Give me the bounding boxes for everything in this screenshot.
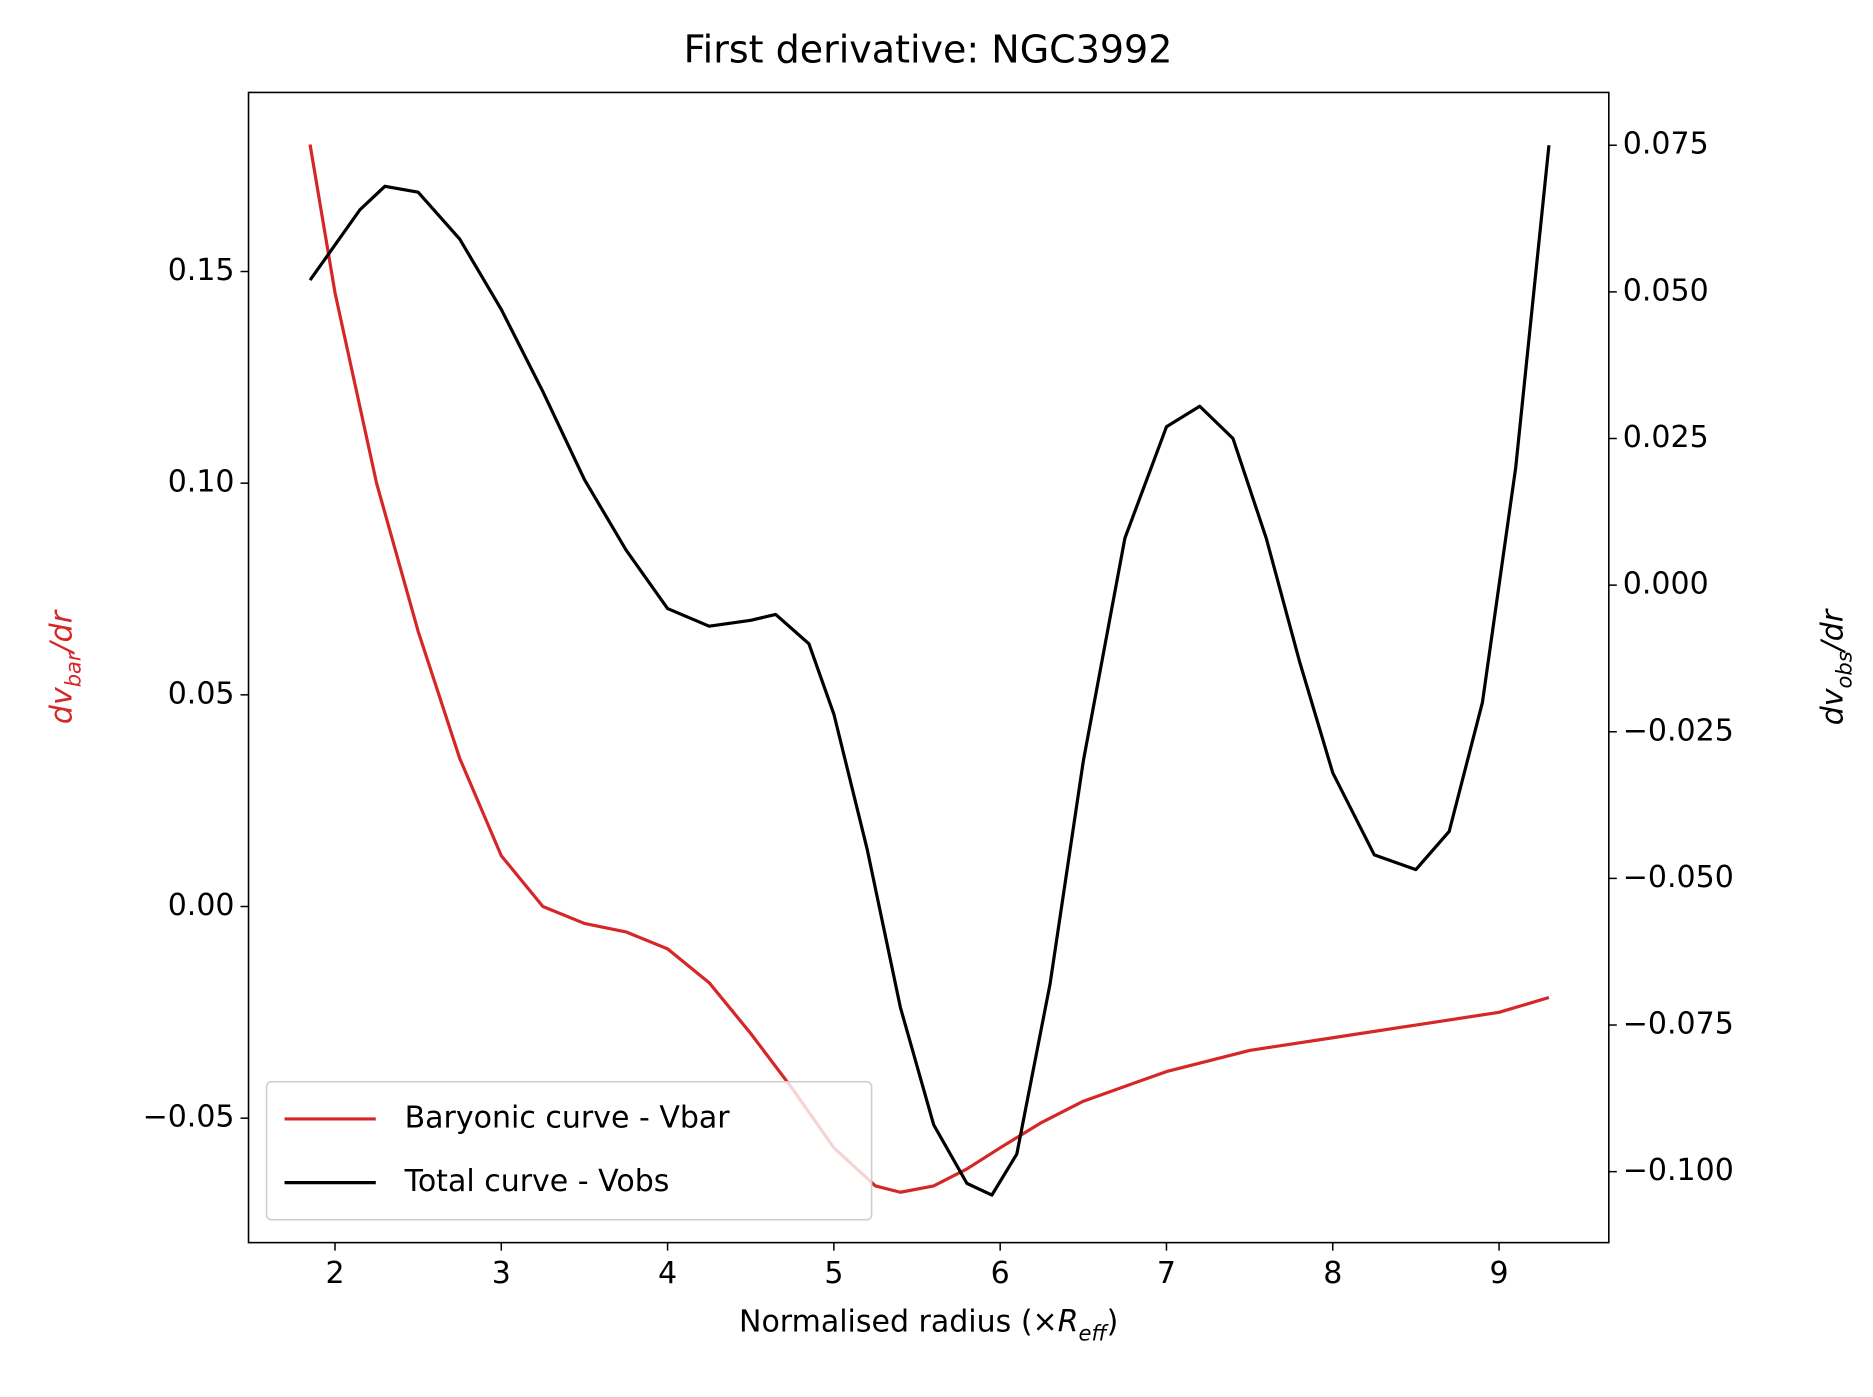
y2-tick-label: 0.050 (1623, 273, 1709, 308)
legend-label: Total curve - Vobs (404, 1164, 670, 1199)
y2-tick-label: −0.100 (1623, 1153, 1734, 1188)
x-axis-label-part: ) (1107, 1304, 1119, 1339)
chart-title: First derivative: NGC3992 (684, 28, 1173, 72)
y2-axis-label: dvobs/dr (1815, 608, 1857, 725)
y-axis-label-part: bar (61, 651, 85, 687)
y2-axis-label-part: /dr (1815, 608, 1850, 654)
y2-tick-label: −0.025 (1623, 713, 1734, 748)
plot-frame (247, 91, 1610, 1244)
line (308, 145, 1551, 1197)
y2-tick-label: −0.075 (1623, 1007, 1734, 1042)
x-tick-label: 4 (658, 1256, 677, 1291)
x-tick-label: 5 (824, 1256, 843, 1291)
y2-tick-label: 0.025 (1623, 420, 1709, 455)
x-axis-label-part: eff (1079, 1322, 1110, 1346)
y2-tick-label: 0.000 (1623, 567, 1709, 602)
y2-tick-label: 0.075 (1623, 127, 1709, 162)
y-tick-label: 0.00 (168, 888, 235, 923)
y2-axis-label-part: dv (1815, 687, 1850, 725)
x-axis-label-part: Normalised radius (× (739, 1304, 1058, 1339)
y-tick-label: 0.15 (168, 253, 235, 288)
x-axis-label: Normalised radius (×Reff) (739, 1304, 1118, 1346)
x-axis-label-part: R (1058, 1304, 1079, 1339)
y-axis-label-part: /dr (44, 609, 79, 655)
legend-box (265, 1080, 873, 1221)
y-tick-label: 0.10 (168, 465, 235, 500)
y-axis-label: dvbar/dr (44, 609, 86, 724)
x-tick-label: 9 (1490, 1256, 1509, 1291)
x-tick-label: 7 (1157, 1256, 1176, 1291)
y2-tick-label: −0.050 (1623, 860, 1734, 895)
y-tick-label: 0.05 (168, 676, 235, 711)
y-axis-label-part: dv (44, 686, 79, 724)
x-tick-label: 2 (325, 1256, 344, 1291)
x-tick-label: 6 (991, 1256, 1010, 1291)
x-tick-label: 8 (1323, 1256, 1342, 1291)
legend-label: Baryonic curve - Vbar (405, 1100, 731, 1135)
x-tick-label: 3 (492, 1256, 511, 1291)
y-tick-label: −0.05 (143, 1100, 235, 1135)
y2-axis-label-part: obs (1832, 651, 1856, 688)
